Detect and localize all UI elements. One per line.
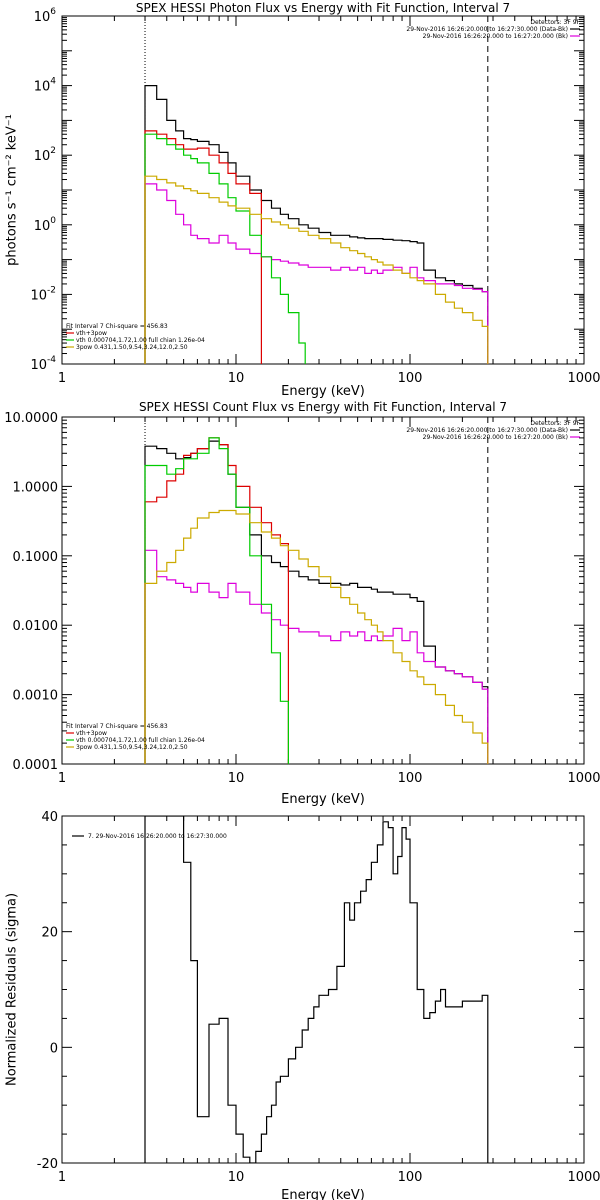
x-tick-label: 100: [398, 771, 423, 786]
series-line-1: [144, 183, 489, 364]
legend-header: Fit Interval 7 Chi-square = 456.83: [66, 323, 168, 330]
y-tick-label: 0.1000: [13, 550, 59, 565]
legend-entry: 3pow 0.431,1.50,9.54,3.24,12.0,2.50: [76, 344, 188, 351]
legend-entry: 29-Nov-2016 16:26:20.000 to 16:27:30.000…: [406, 427, 568, 434]
y-tick-label: 10-2: [30, 285, 56, 303]
y-tick-label: 40: [41, 810, 58, 825]
y-tick-label: 1.0000: [13, 480, 59, 495]
x-tick-label: 10: [228, 371, 245, 386]
series-line-1: [144, 549, 489, 764]
x-axis-label: Energy (keV): [281, 792, 365, 807]
y-tick-label: 0.0100: [13, 619, 59, 634]
y-tick-label: 102: [34, 146, 56, 164]
x-tick-label: 10: [228, 1170, 245, 1185]
y-tick-label: 0.0001: [13, 758, 59, 773]
x-tick-label: 1: [58, 371, 66, 386]
y-tick-label: 106: [34, 7, 57, 25]
y-tick-label: 10.0000: [4, 411, 58, 426]
x-tick-label: 1000: [567, 771, 600, 786]
x-tick-label: 1000: [567, 371, 600, 386]
x-tick-label: 10: [228, 771, 245, 786]
series-line-4: [144, 175, 489, 364]
x-axis-label: Energy (keV): [281, 1188, 365, 1200]
series-line-0: [144, 85, 489, 364]
legend-header: Detectors: 3F 9F: [530, 420, 580, 427]
count-flux-panel: SPEX HESSI Count Flux vs Energy with Fit…: [4, 400, 600, 807]
legend-entry: 29-Nov-2016 16:26:20.000 to 16:27:20.000…: [423, 33, 568, 40]
series-line-4: [144, 509, 489, 764]
y-tick-label: 20: [41, 926, 58, 941]
y-axis-label: photons s⁻¹ cm⁻² keV⁻¹: [5, 114, 20, 266]
legend-entry: vth+3pow: [76, 730, 107, 737]
x-tick-label: 1: [58, 771, 66, 786]
chart-title: SPEX HESSI Count Flux vs Energy with Fit…: [139, 400, 507, 414]
legend-header: Detectors: 3F 9F: [530, 19, 580, 26]
x-axis-label: Energy (keV): [281, 384, 365, 399]
x-tick-label: 100: [398, 1170, 423, 1185]
chart-title: SPEX HESSI Photon Flux vs Energy with Fi…: [136, 1, 510, 15]
series-line-0: [144, 816, 489, 1163]
series-line-2: [144, 130, 262, 364]
y-tick-label: 0: [50, 1041, 58, 1056]
residuals-panel: 1 10 100 1000 -20 0 20 40 Energy (keV) Normalized…: [5, 810, 600, 1200]
y-tick-label: 104: [34, 77, 57, 95]
legend-entry: vth 0.000704,1.72,1.00 full chian 1.26e-…: [76, 737, 205, 744]
series-line-2: [144, 437, 289, 764]
legend-entry: 29-Nov-2016 16:26:20.000 to 16:27:20.000…: [423, 434, 568, 441]
y-tick-label: -20: [37, 1157, 58, 1172]
plot-frame: [61, 416, 585, 765]
y-axis-label: Normalized Residuals (sigma): [5, 893, 20, 1086]
legend-entry: 29-Nov-2016 16:26:20.000 to 16:27:30.000…: [406, 26, 568, 33]
y-tick-label: 100: [34, 216, 57, 234]
legend-entry: 7. 29-Nov-2016 16:26:20.000 to 16:27:30.…: [88, 833, 227, 840]
x-tick-label: 100: [398, 371, 423, 386]
legend-header: Fit Interval 7 Chi-square = 456.83: [66, 723, 168, 730]
series-line-3: [144, 437, 289, 764]
plot-frame: [61, 815, 585, 1164]
x-tick-label: 1: [58, 1170, 66, 1185]
legend-entry: 3pow 0.431,1.50,9.54,3.24,12.0,2.50: [76, 744, 188, 751]
y-tick-label: 10-4: [30, 355, 56, 373]
photon-flux-panel: SPEX HESSI Photon Flux vs Energy with Fi…: [5, 1, 600, 399]
series-line-0: [144, 440, 489, 764]
x-tick-label: 1000: [567, 1170, 600, 1185]
plot-frame: [61, 15, 585, 365]
legend-entry: vth 0.000704,1.72,1.00 full chian 1.26e-…: [76, 337, 205, 344]
legend-entry: vth+3pow: [76, 330, 107, 337]
series-line-3: [144, 133, 306, 364]
y-tick-label: 0.0010: [13, 689, 59, 704]
